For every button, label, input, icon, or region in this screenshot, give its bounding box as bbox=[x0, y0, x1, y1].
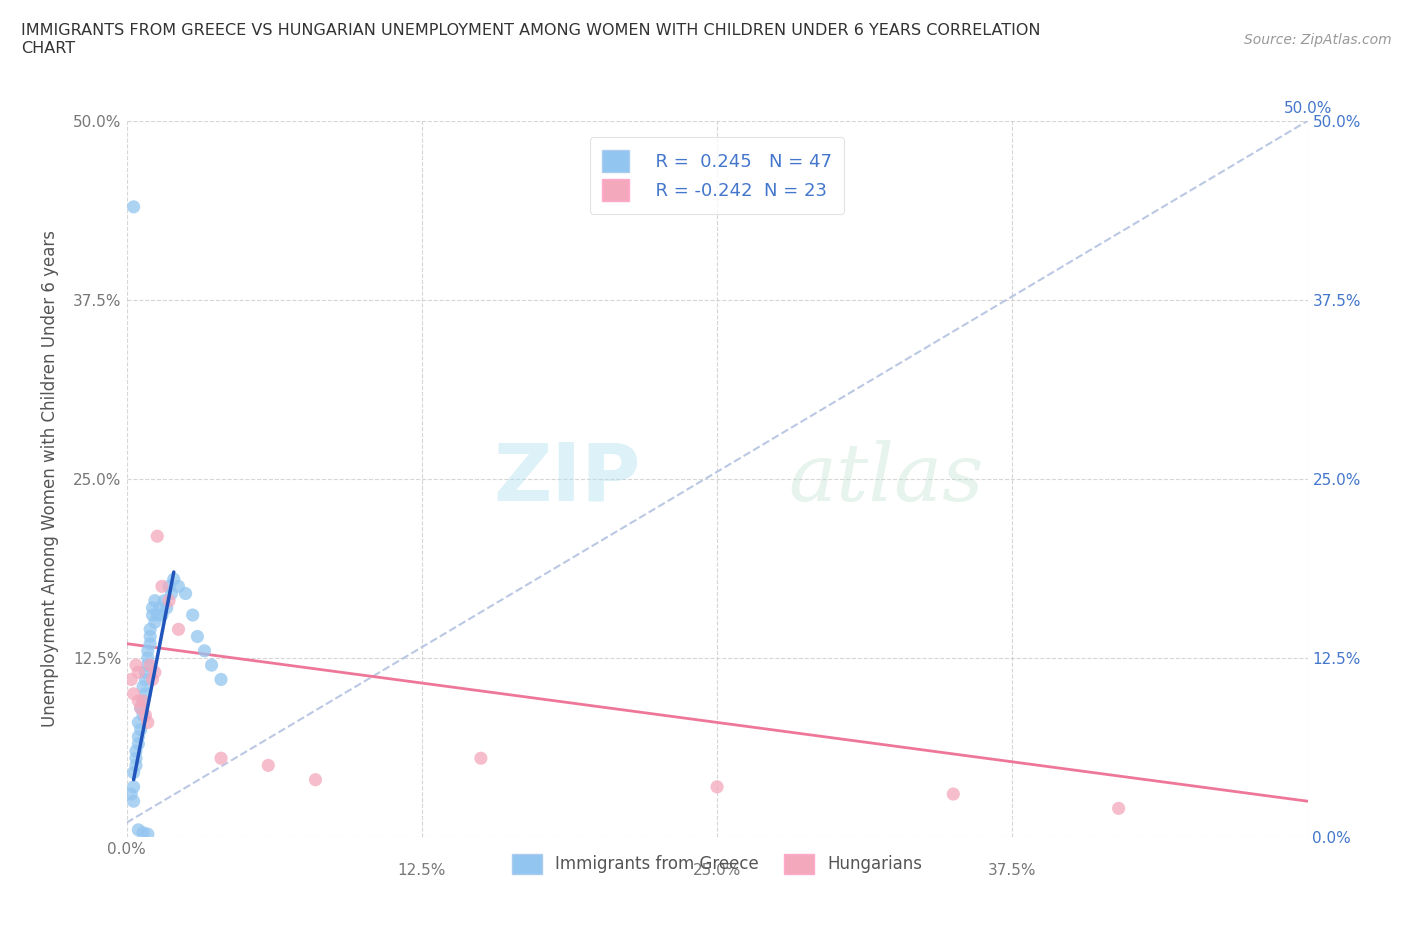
Point bbox=[129, 700, 152, 715]
Text: Source: ZipAtlas.com: Source: ZipAtlas.com bbox=[1244, 33, 1392, 46]
Point bbox=[143, 593, 166, 608]
Point bbox=[125, 758, 148, 773]
Point bbox=[153, 593, 176, 608]
Point bbox=[139, 629, 162, 644]
Text: 37.5%: 37.5% bbox=[988, 863, 1036, 878]
Point bbox=[125, 658, 148, 672]
Point bbox=[132, 708, 155, 723]
Point bbox=[127, 715, 149, 730]
Point bbox=[125, 744, 148, 759]
Point bbox=[136, 651, 159, 666]
Point bbox=[157, 593, 180, 608]
Point bbox=[127, 822, 149, 837]
Point bbox=[120, 787, 142, 802]
Point bbox=[193, 644, 215, 658]
Point bbox=[304, 772, 326, 787]
Point bbox=[150, 578, 173, 594]
Point bbox=[136, 658, 159, 672]
Point bbox=[141, 672, 163, 687]
Point bbox=[141, 607, 163, 622]
Point bbox=[134, 672, 156, 687]
Point bbox=[143, 665, 166, 680]
Point bbox=[134, 665, 156, 680]
Point bbox=[129, 700, 152, 715]
Point bbox=[127, 737, 149, 751]
Point bbox=[122, 765, 145, 780]
Point bbox=[174, 586, 197, 601]
Point bbox=[163, 572, 186, 587]
Point bbox=[136, 715, 159, 730]
Point bbox=[129, 722, 152, 737]
Point bbox=[157, 578, 180, 594]
Point bbox=[149, 601, 172, 616]
Point bbox=[132, 694, 155, 709]
Text: 25.0%: 25.0% bbox=[693, 863, 741, 878]
Point bbox=[120, 672, 142, 687]
Legend: Immigrants from Greece, Hungarians: Immigrants from Greece, Hungarians bbox=[503, 845, 931, 883]
Point bbox=[122, 199, 145, 214]
Point bbox=[134, 708, 156, 723]
Point bbox=[139, 622, 162, 637]
Point bbox=[200, 658, 222, 672]
Point bbox=[209, 751, 232, 765]
Point bbox=[127, 694, 149, 709]
Point bbox=[156, 601, 179, 616]
Point bbox=[470, 751, 492, 765]
Point bbox=[122, 686, 145, 701]
Point bbox=[122, 779, 145, 794]
Point bbox=[127, 665, 149, 680]
Point bbox=[167, 578, 190, 594]
Point bbox=[127, 729, 149, 744]
Point bbox=[136, 644, 159, 658]
Point bbox=[167, 622, 190, 637]
Point bbox=[136, 827, 159, 842]
Y-axis label: Unemployment Among Women with Children Under 6 years: Unemployment Among Women with Children U… bbox=[41, 231, 59, 727]
Point bbox=[125, 751, 148, 765]
Text: 12.5%: 12.5% bbox=[398, 863, 446, 878]
Point bbox=[942, 787, 965, 802]
Text: ZIP: ZIP bbox=[494, 440, 640, 518]
Point bbox=[139, 658, 162, 672]
Point bbox=[146, 607, 169, 622]
Point bbox=[122, 794, 145, 809]
Point bbox=[160, 586, 183, 601]
Point bbox=[141, 601, 163, 616]
Point bbox=[146, 529, 169, 544]
Point bbox=[181, 607, 204, 622]
Point bbox=[132, 825, 155, 840]
Text: IMMIGRANTS FROM GREECE VS HUNGARIAN UNEMPLOYMENT AMONG WOMEN WITH CHILDREN UNDER: IMMIGRANTS FROM GREECE VS HUNGARIAN UNEM… bbox=[21, 23, 1040, 56]
Point bbox=[257, 758, 280, 773]
Text: atlas: atlas bbox=[787, 440, 983, 518]
Point bbox=[186, 629, 208, 644]
Point bbox=[134, 686, 156, 701]
Point bbox=[150, 607, 173, 622]
Point bbox=[143, 615, 166, 630]
Point bbox=[706, 779, 728, 794]
Point bbox=[132, 679, 155, 694]
Point bbox=[209, 672, 232, 687]
Point bbox=[139, 636, 162, 651]
Point bbox=[1108, 801, 1130, 816]
Point bbox=[132, 694, 155, 709]
